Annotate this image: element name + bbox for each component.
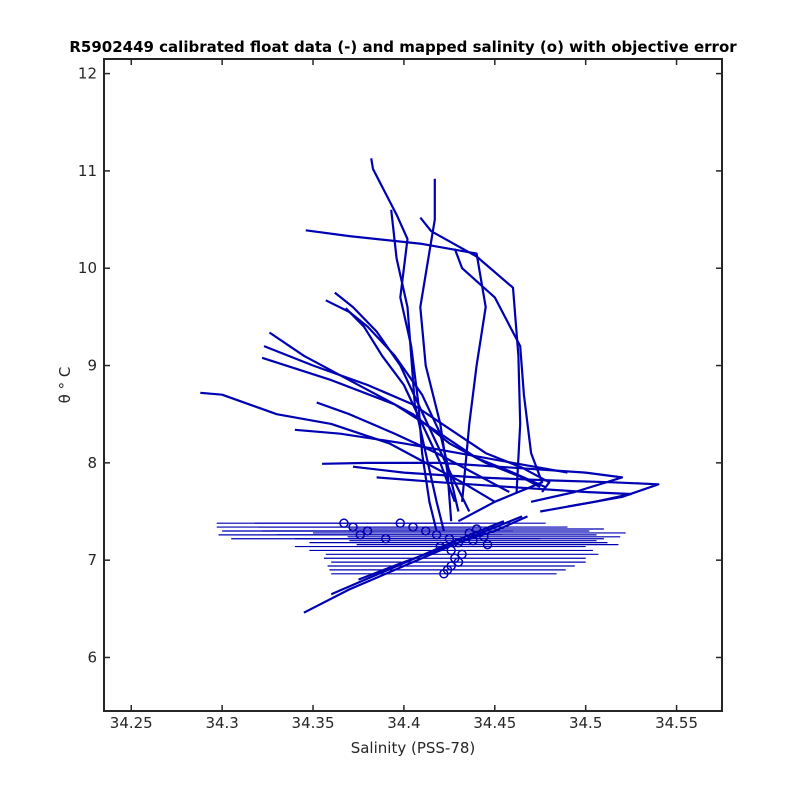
mapped-salinity-marker — [362, 526, 373, 536]
y-tick-label: 10 — [78, 259, 97, 277]
profile-line — [325, 299, 460, 512]
profile-line — [303, 515, 523, 614]
mapped-salinity-marker — [380, 534, 391, 544]
y-tick-label: 8 — [87, 454, 97, 472]
profile-line — [453, 248, 544, 523]
profile-line — [200, 391, 496, 503]
y-tick-label: 9 — [87, 357, 97, 375]
mapped-salinity-marker — [471, 524, 482, 534]
mapped-salinity-marker — [444, 534, 455, 544]
y-tick-label: 7 — [87, 551, 97, 569]
y-tick-label: 11 — [78, 162, 97, 180]
y-axis-label: θ ° C — [56, 367, 74, 404]
plot-content — [200, 158, 660, 614]
x-tick-label: 34.25 — [110, 714, 153, 732]
mapped-salinity-marker — [453, 557, 464, 567]
mapped-salinity-marker — [453, 537, 464, 548]
mapped-salinity-marker — [420, 526, 431, 536]
mapped-salinity-marker — [339, 518, 349, 528]
x-axis-label: Salinity (PSS-78) — [351, 739, 476, 757]
profile-line — [322, 461, 624, 503]
mapped-salinity-marker — [355, 530, 366, 540]
profile-line — [305, 229, 487, 502]
y-tick-label: 6 — [87, 648, 97, 666]
x-tick-label: 34.35 — [292, 714, 335, 732]
mapped-salinity-marker — [395, 518, 406, 528]
x-axis: 34.25 34.3 34.35 34.4 34.45 34.5 34.55 — [110, 59, 698, 732]
mapped-salinity-marker — [479, 532, 489, 542]
profile-line — [294, 428, 568, 474]
x-tick-label: 34.4 — [387, 714, 420, 732]
mapped-salinity-marker — [464, 528, 475, 538]
profile-line — [358, 515, 528, 581]
mapped-salinity-marker — [457, 549, 467, 560]
profile-line — [376, 476, 633, 513]
x-tick-label: 34.3 — [205, 714, 238, 732]
y-tick-label: 12 — [78, 65, 97, 83]
profile-line — [419, 216, 522, 493]
mapped-salinity-marker — [348, 522, 358, 532]
mapped-salinity-marker — [435, 541, 446, 552]
plot-frame — [103, 58, 723, 712]
profile-line — [261, 356, 547, 489]
profile-line — [263, 345, 551, 493]
mapped-salinity-marker — [446, 545, 456, 556]
mapped-salinity-marker — [408, 522, 418, 532]
mapped-salinity-marker — [468, 535, 478, 546]
x-tick-label: 34.45 — [473, 714, 516, 732]
x-tick-label: 34.5 — [569, 714, 602, 732]
mapped-salinity-marker — [431, 530, 442, 540]
profile-line — [370, 158, 438, 532]
mapped-salinity-marker — [439, 569, 449, 579]
profile-line — [316, 401, 510, 493]
y-axis: 6 7 8 9 10 11 12 — [78, 65, 722, 666]
chart-title: R5902449 calibrated float data (-) and m… — [69, 38, 737, 56]
mapped-salinity-marker — [482, 539, 493, 550]
x-tick-label: 34.55 — [655, 714, 698, 732]
